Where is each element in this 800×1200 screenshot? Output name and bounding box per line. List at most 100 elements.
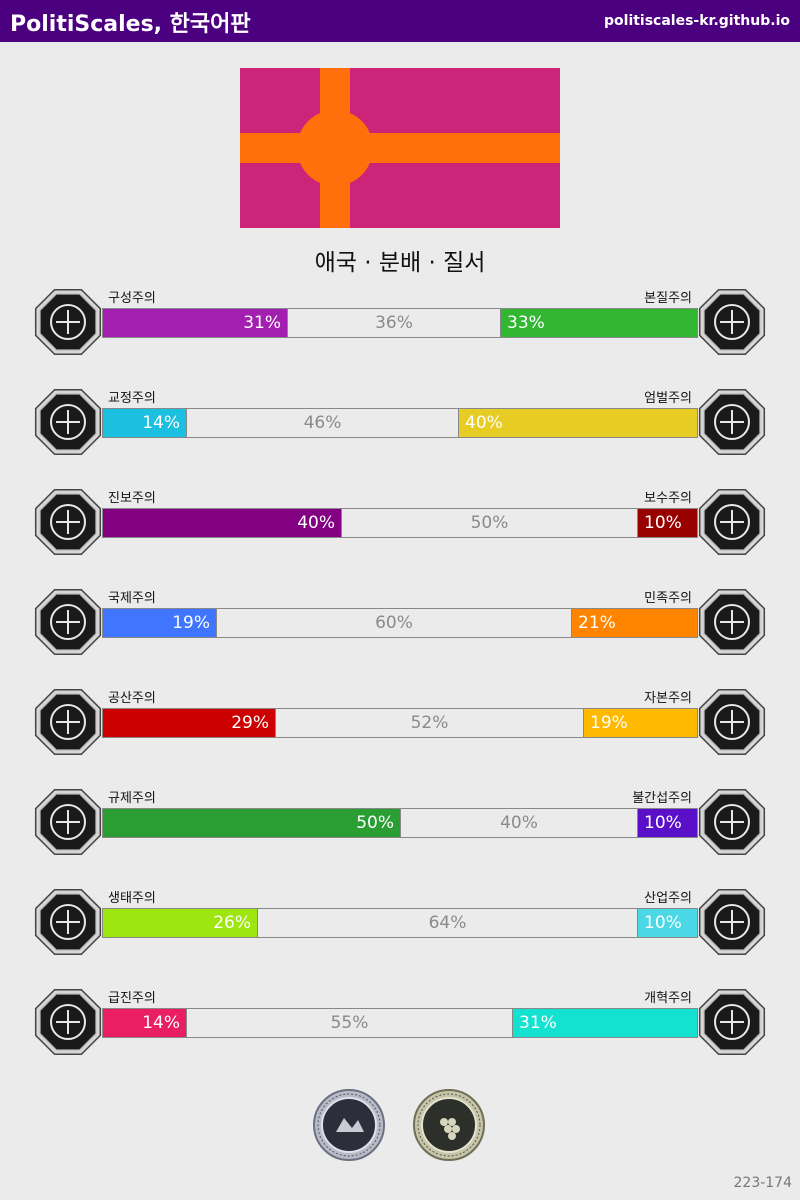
right-segment-percent: 31%: [519, 1013, 557, 1033]
axis-row: 국제주의 민족주의 19% 60% 21%: [0, 586, 800, 686]
globe-icon: [34, 588, 102, 656]
right-segment: 10%: [638, 809, 697, 837]
axis-left-label: 규제주의: [108, 791, 156, 806]
money-bag-icon: [698, 688, 766, 756]
left-segment: 14%: [103, 1009, 186, 1037]
left-segment-percent: 50%: [356, 813, 394, 833]
site-link[interactable]: politiscales-kr.github.io: [604, 13, 790, 29]
right-segment: 21%: [572, 609, 697, 637]
neutral-segment-percent: 60%: [375, 613, 413, 633]
neutral-segment-percent: 64%: [428, 913, 467, 933]
right-segment-percent: 19%: [590, 713, 628, 733]
axis-left-label: 생태주의: [108, 891, 156, 906]
neutral-segment-percent: 40%: [500, 813, 538, 833]
grape-seal-badge-icon: [413, 1089, 485, 1161]
axis-right-label: 보수주의: [644, 491, 692, 506]
axis-bar: 19% 60% 21%: [102, 608, 698, 638]
quill-icon: [698, 488, 766, 556]
axis-row: 구성주의 본질주의 31% 36% 33%: [0, 286, 800, 386]
flag-icon: [698, 588, 766, 656]
neutral-segment: 60%: [216, 609, 572, 637]
app-title: PolitiScales, 한국어판: [10, 12, 251, 37]
right-segment-percent: 21%: [578, 613, 616, 633]
axis-row: 진보주의 보수주의 40% 50% 10%: [0, 486, 800, 586]
left-segment-percent: 40%: [297, 513, 335, 533]
fist-icon: [34, 988, 102, 1056]
axis-right-label: 본질주의: [644, 291, 692, 306]
axis-bar: 40% 50% 10%: [102, 508, 698, 538]
left-segment-percent: 14%: [142, 413, 180, 433]
ideology-title: 애국 · 분배 · 질서: [314, 250, 486, 276]
flower-icon: [698, 288, 766, 356]
neutral-segment: 40%: [400, 809, 638, 837]
axis-row: 공산주의 자본주의 29% 52% 19%: [0, 686, 800, 786]
axis-left-label: 진보주의: [108, 491, 156, 506]
neutral-segment: 52%: [275, 709, 584, 737]
left-segment: 50%: [103, 809, 400, 837]
neutral-segment: 36%: [287, 309, 501, 337]
prison-bars-icon: [698, 388, 766, 456]
neutral-segment-percent: 46%: [303, 413, 342, 433]
left-segment-percent: 26%: [213, 913, 251, 933]
result-code: 223-174: [733, 1175, 793, 1191]
axis-right-label: 자본주의: [644, 691, 692, 706]
result-flag: [240, 68, 560, 228]
axis-bar: 26% 64% 10%: [102, 908, 698, 938]
neutral-segment-percent: 36%: [375, 313, 413, 333]
hammer-sickle-icon: [34, 688, 102, 756]
axis-left-label: 공산주의: [108, 691, 156, 706]
axis-row: 교정주의 엄벌주의 14% 46% 40%: [0, 386, 800, 486]
axis-right-label: 불간섭주의: [632, 791, 692, 806]
top-bar: PolitiScales, 한국어판 politiscales-kr.githu…: [0, 0, 800, 42]
left-segment-percent: 29%: [231, 713, 269, 733]
right-segment-percent: 40%: [465, 413, 503, 433]
left-segment-percent: 19%: [172, 613, 210, 633]
axis-bar: 14% 55% 31%: [102, 1008, 698, 1038]
neutral-segment: 46%: [186, 409, 459, 437]
neutral-segment: 64%: [257, 909, 638, 937]
right-segment: 10%: [638, 909, 697, 937]
right-segment: 40%: [459, 409, 697, 437]
axis-left-label: 교정주의: [108, 391, 156, 406]
axis-bar: 29% 52% 19%: [102, 708, 698, 738]
axis-right-label: 산업주의: [644, 891, 692, 906]
right-segment: 33%: [501, 309, 697, 337]
axis-left-label: 구성주의: [108, 291, 156, 306]
axis-row: 급진주의 개혁주의 14% 55% 31%: [0, 986, 800, 1086]
axis-row: 생태주의 산업주의 26% 64% 10%: [0, 886, 800, 986]
seal-badge-icon: [313, 1089, 385, 1161]
axis-right-label: 민족주의: [644, 591, 692, 606]
left-segment: 26%: [103, 909, 257, 937]
neutral-segment-percent: 52%: [410, 713, 449, 733]
ballot-box-icon: [698, 988, 766, 1056]
axis-bar: 14% 46% 40%: [102, 408, 698, 438]
right-segment-percent: 10%: [644, 913, 682, 933]
axis-left-label: 급진주의: [108, 991, 156, 1006]
axis-right-label: 개혁주의: [644, 991, 692, 1006]
right-segment: 31%: [513, 1009, 697, 1037]
right-segment: 10%: [638, 509, 697, 537]
left-segment-percent: 31%: [243, 313, 281, 333]
right-segment-percent: 33%: [507, 313, 545, 333]
left-segment: 40%: [103, 509, 341, 537]
left-segment: 31%: [103, 309, 287, 337]
axis-row: 규제주의 불간섭주의 50% 40% 10%: [0, 786, 800, 886]
neutral-segment-percent: 55%: [330, 1013, 369, 1033]
gear-icon: [698, 888, 766, 956]
sprout-icon: [34, 888, 102, 956]
ruler-icon: [34, 788, 102, 856]
axis-right-label: 엄벌주의: [644, 391, 692, 406]
neutral-segment: 55%: [186, 1009, 513, 1037]
left-segment-percent: 14%: [142, 1013, 180, 1033]
eye-web-icon: [34, 288, 102, 356]
left-segment: 14%: [103, 409, 186, 437]
left-segment: 19%: [103, 609, 216, 637]
axis-bar: 31% 36% 33%: [102, 308, 698, 338]
badge-seals: [312, 1088, 492, 1164]
axis-left-label: 국제주의: [108, 591, 156, 606]
right-segment-percent: 10%: [644, 513, 682, 533]
left-segment: 29%: [103, 709, 275, 737]
axis-bar: 50% 40% 10%: [102, 808, 698, 838]
neutral-segment-percent: 50%: [470, 513, 509, 533]
butterfly-icon: [698, 788, 766, 856]
